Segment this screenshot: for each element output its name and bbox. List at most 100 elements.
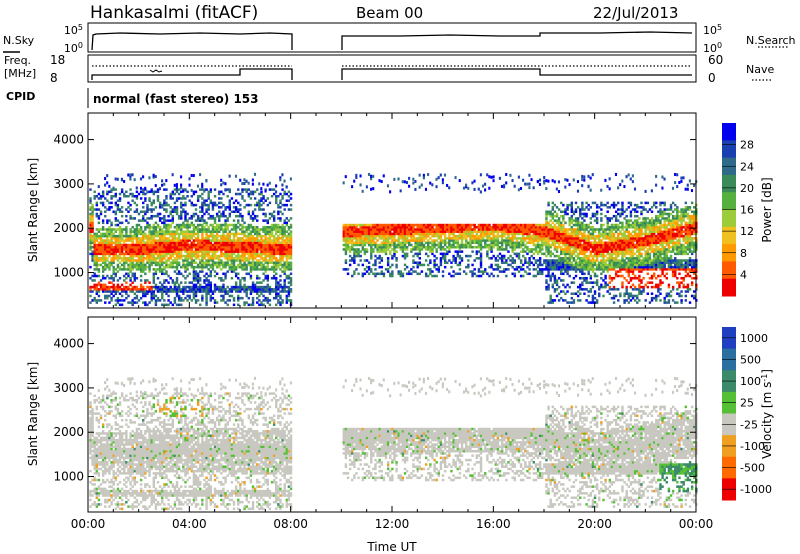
power-cell [165, 197, 168, 200]
power-cell [213, 219, 217, 222]
power-cell [209, 263, 213, 267]
power-cell [258, 239, 261, 242]
power-cell [403, 180, 406, 184]
power-cell [361, 248, 365, 251]
power-cell [562, 252, 565, 256]
power-cell [560, 252, 563, 256]
power-cell [249, 252, 253, 256]
power-cell [414, 270, 417, 273]
power-cell [359, 241, 362, 245]
power-cell [156, 254, 160, 258]
power-cell [173, 259, 177, 262]
power-cell [234, 226, 238, 229]
power-cell [378, 254, 381, 258]
power-cell [496, 237, 500, 240]
power-cell [562, 228, 565, 231]
power-cell [190, 252, 194, 256]
power-cell [524, 239, 527, 242]
power-cell [348, 254, 352, 258]
power-cell [205, 296, 208, 300]
power-cell [152, 259, 156, 262]
power-cell [234, 243, 238, 247]
power-cell [526, 182, 529, 186]
power-cell [199, 243, 202, 247]
power-cell [564, 228, 567, 231]
power-cell [220, 178, 223, 182]
power-cell [194, 257, 198, 260]
power-cell [97, 268, 101, 271]
power-cell [108, 252, 111, 256]
power-cell [165, 239, 168, 242]
power-cell [541, 239, 544, 242]
power-cell [213, 263, 217, 267]
power-cell [576, 248, 580, 251]
power-cell [139, 230, 143, 233]
power-cell [456, 234, 460, 238]
power-cell [89, 301, 92, 304]
power-cell [112, 290, 115, 293]
power-cell [148, 190, 151, 194]
power-cell [152, 239, 156, 242]
power-cell [262, 219, 265, 222]
power-cell [194, 252, 198, 256]
power-cell [192, 272, 196, 276]
power-cell [245, 248, 248, 251]
power-cell [437, 265, 441, 269]
power-cell [509, 263, 512, 267]
power-cell [97, 221, 101, 225]
power-cell [251, 248, 255, 251]
power-cell [133, 265, 137, 269]
power-cell [475, 232, 479, 236]
power-cell [203, 250, 206, 253]
power-cell [224, 243, 227, 247]
power-cell [194, 243, 198, 247]
power-cell [277, 265, 280, 269]
power-cell [570, 241, 574, 245]
power-cell [490, 265, 493, 269]
power-cell [517, 241, 521, 245]
power-cell [237, 252, 240, 256]
power-cell [213, 237, 217, 240]
power-cell [203, 203, 206, 207]
power-cell [152, 214, 156, 218]
power-cell [551, 241, 555, 245]
power-cell [218, 248, 221, 251]
power-cell [232, 210, 236, 214]
power-cell [500, 270, 504, 273]
power-cell [167, 290, 170, 293]
power-cell [507, 226, 510, 229]
power-cell [460, 232, 464, 236]
power-cell [163, 288, 166, 291]
power-cell [517, 232, 521, 236]
power-cell [492, 239, 495, 242]
power-cell [215, 226, 219, 229]
power-cell [543, 243, 546, 247]
power-cell [422, 234, 426, 238]
power-cell [431, 228, 434, 231]
power-cell [222, 263, 225, 267]
power-cell [101, 219, 105, 222]
power-cell [131, 250, 134, 253]
power-cell [557, 261, 561, 264]
power-cell [465, 232, 468, 236]
power-cell [205, 265, 208, 269]
power-cell [469, 254, 472, 258]
power-cell [551, 232, 555, 236]
power-cell [171, 197, 175, 200]
power-cell [374, 254, 377, 258]
power-cell [186, 194, 189, 198]
power-cell [572, 263, 576, 267]
power-cell [247, 228, 251, 231]
power-cell [424, 187, 428, 191]
power-cell [148, 261, 151, 264]
power-cell [188, 250, 191, 253]
power-cell [353, 272, 356, 276]
power-cell [515, 237, 519, 240]
power-cell [386, 234, 390, 238]
power-cell [165, 292, 168, 296]
power-cell [370, 239, 373, 242]
power-cell [163, 250, 166, 253]
power-cell [237, 232, 240, 236]
power-cell [194, 226, 198, 229]
power-cell [511, 239, 514, 242]
